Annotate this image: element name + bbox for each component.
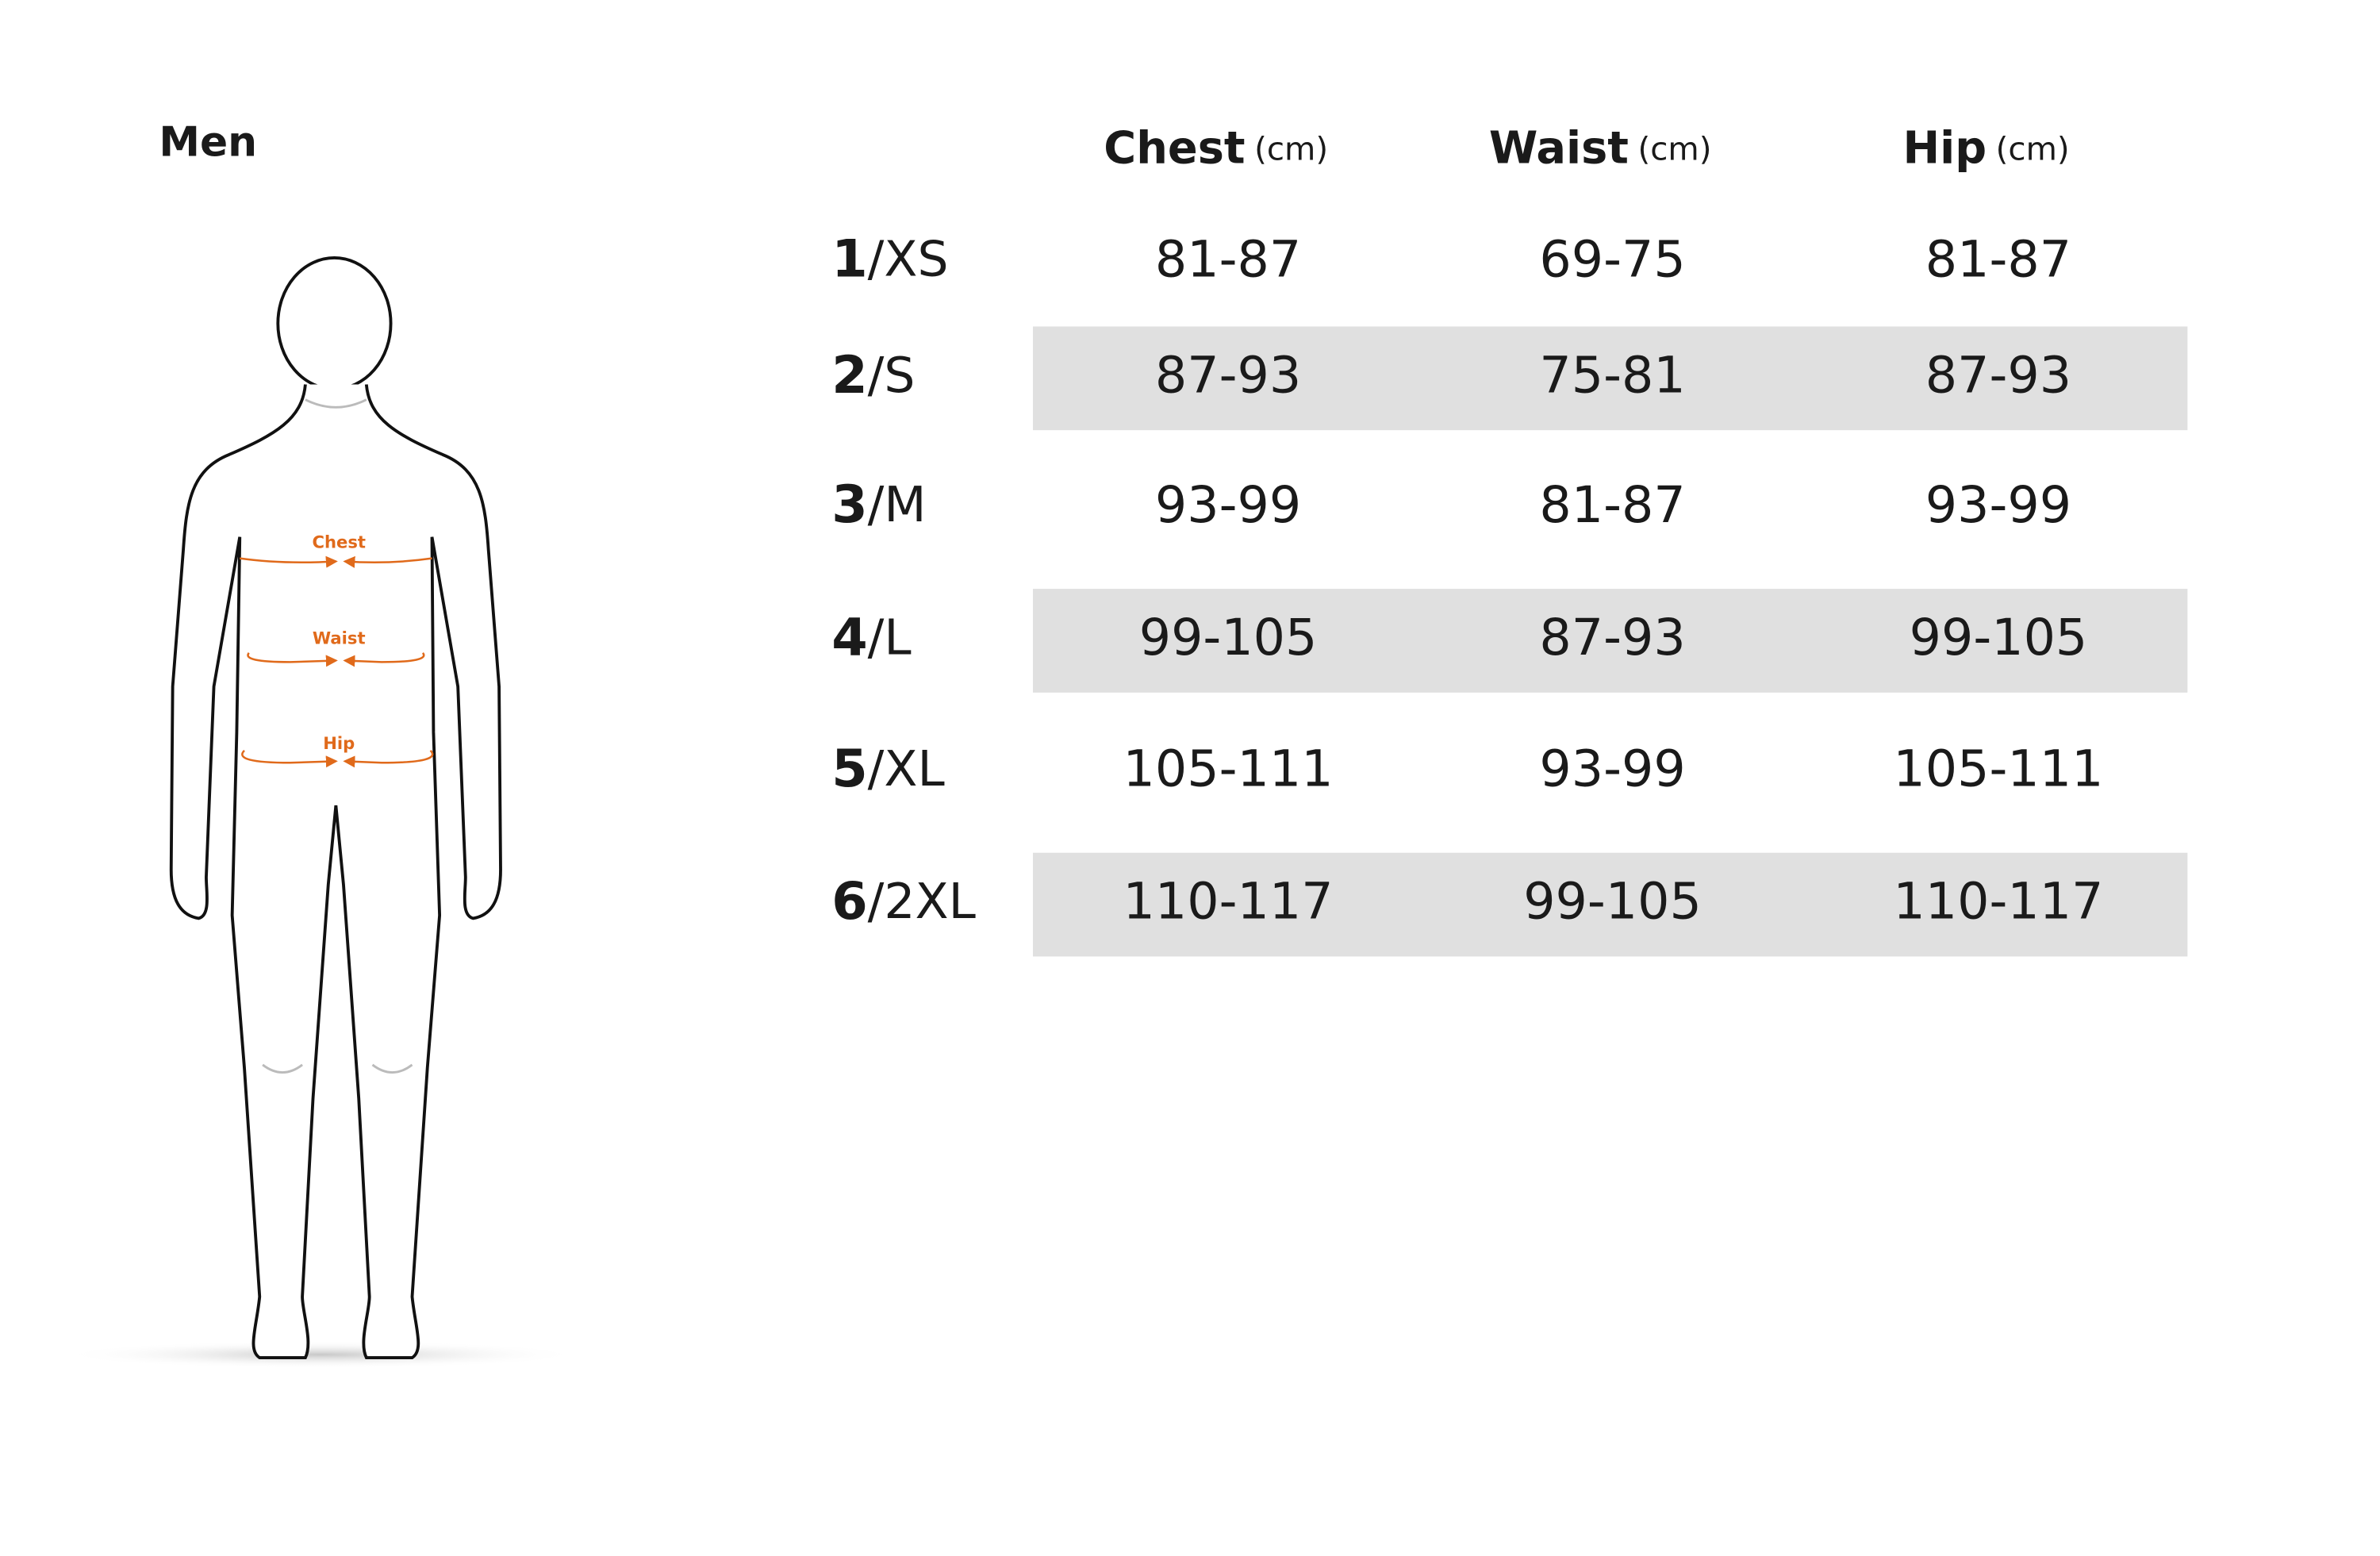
header-name: Hip bbox=[1902, 122, 1987, 174]
figure-label: Hip bbox=[323, 733, 355, 753]
size-label: 6/2XL bbox=[831, 871, 976, 932]
column-header: Chest (cm) bbox=[1104, 122, 1328, 174]
cell: 105-111 bbox=[1893, 739, 2103, 797]
cell: 81-87 bbox=[1155, 229, 1301, 288]
cell: 93-99 bbox=[1925, 475, 2071, 534]
column-header: Waist (cm) bbox=[1489, 122, 1712, 174]
cell: 81-87 bbox=[1925, 229, 2071, 288]
size-name: /M bbox=[868, 476, 927, 533]
size-number: 1 bbox=[831, 229, 867, 290]
cell: 93-99 bbox=[1539, 739, 1685, 797]
header-unit: (cm) bbox=[1996, 130, 2070, 167]
cell: 93-99 bbox=[1155, 475, 1301, 534]
title: Men bbox=[159, 119, 257, 167]
body-figure bbox=[61, 255, 580, 1369]
figure-label: Waist bbox=[313, 628, 366, 648]
header-name: Waist bbox=[1489, 122, 1629, 174]
size-number: 4 bbox=[831, 608, 867, 668]
row-band bbox=[1032, 852, 2188, 957]
size-name: /XS bbox=[868, 231, 949, 288]
cell: 69-75 bbox=[1539, 229, 1685, 288]
size-name: /XL bbox=[868, 740, 945, 797]
cell: 99-105 bbox=[1139, 608, 1318, 667]
size-number: 3 bbox=[831, 474, 867, 535]
figure-label: Chest bbox=[312, 532, 366, 551]
cell: 99-105 bbox=[1910, 608, 2088, 667]
cell: 110-117 bbox=[1893, 872, 2103, 931]
size-number: 6 bbox=[831, 871, 867, 932]
size-number: 2 bbox=[831, 345, 867, 405]
size-name: /L bbox=[868, 609, 912, 667]
cell: 99-105 bbox=[1523, 872, 1702, 931]
size-label: 4/L bbox=[831, 608, 911, 668]
row-band bbox=[1032, 326, 2188, 431]
cell: 81-87 bbox=[1539, 475, 1685, 534]
cell: 110-117 bbox=[1123, 872, 1334, 931]
column-header: Hip (cm) bbox=[1902, 122, 2069, 174]
size-name: /2XL bbox=[868, 873, 976, 930]
cell: 87-93 bbox=[1539, 608, 1685, 667]
size-label: 5/XL bbox=[831, 739, 945, 799]
cell: 75-81 bbox=[1539, 345, 1685, 404]
row-band bbox=[1032, 589, 2188, 693]
header-unit: (cm) bbox=[1637, 130, 1711, 167]
size-name: /S bbox=[868, 347, 916, 404]
cell: 105-111 bbox=[1123, 739, 1334, 797]
cell: 87-93 bbox=[1155, 345, 1301, 404]
cell: 87-93 bbox=[1925, 345, 2071, 404]
header-name: Chest bbox=[1104, 122, 1245, 174]
size-number: 5 bbox=[831, 739, 867, 799]
header-unit: (cm) bbox=[1254, 130, 1328, 167]
size-label: 3/M bbox=[831, 474, 926, 535]
size-label: 1/XS bbox=[831, 229, 948, 290]
size-label: 2/S bbox=[831, 345, 915, 405]
